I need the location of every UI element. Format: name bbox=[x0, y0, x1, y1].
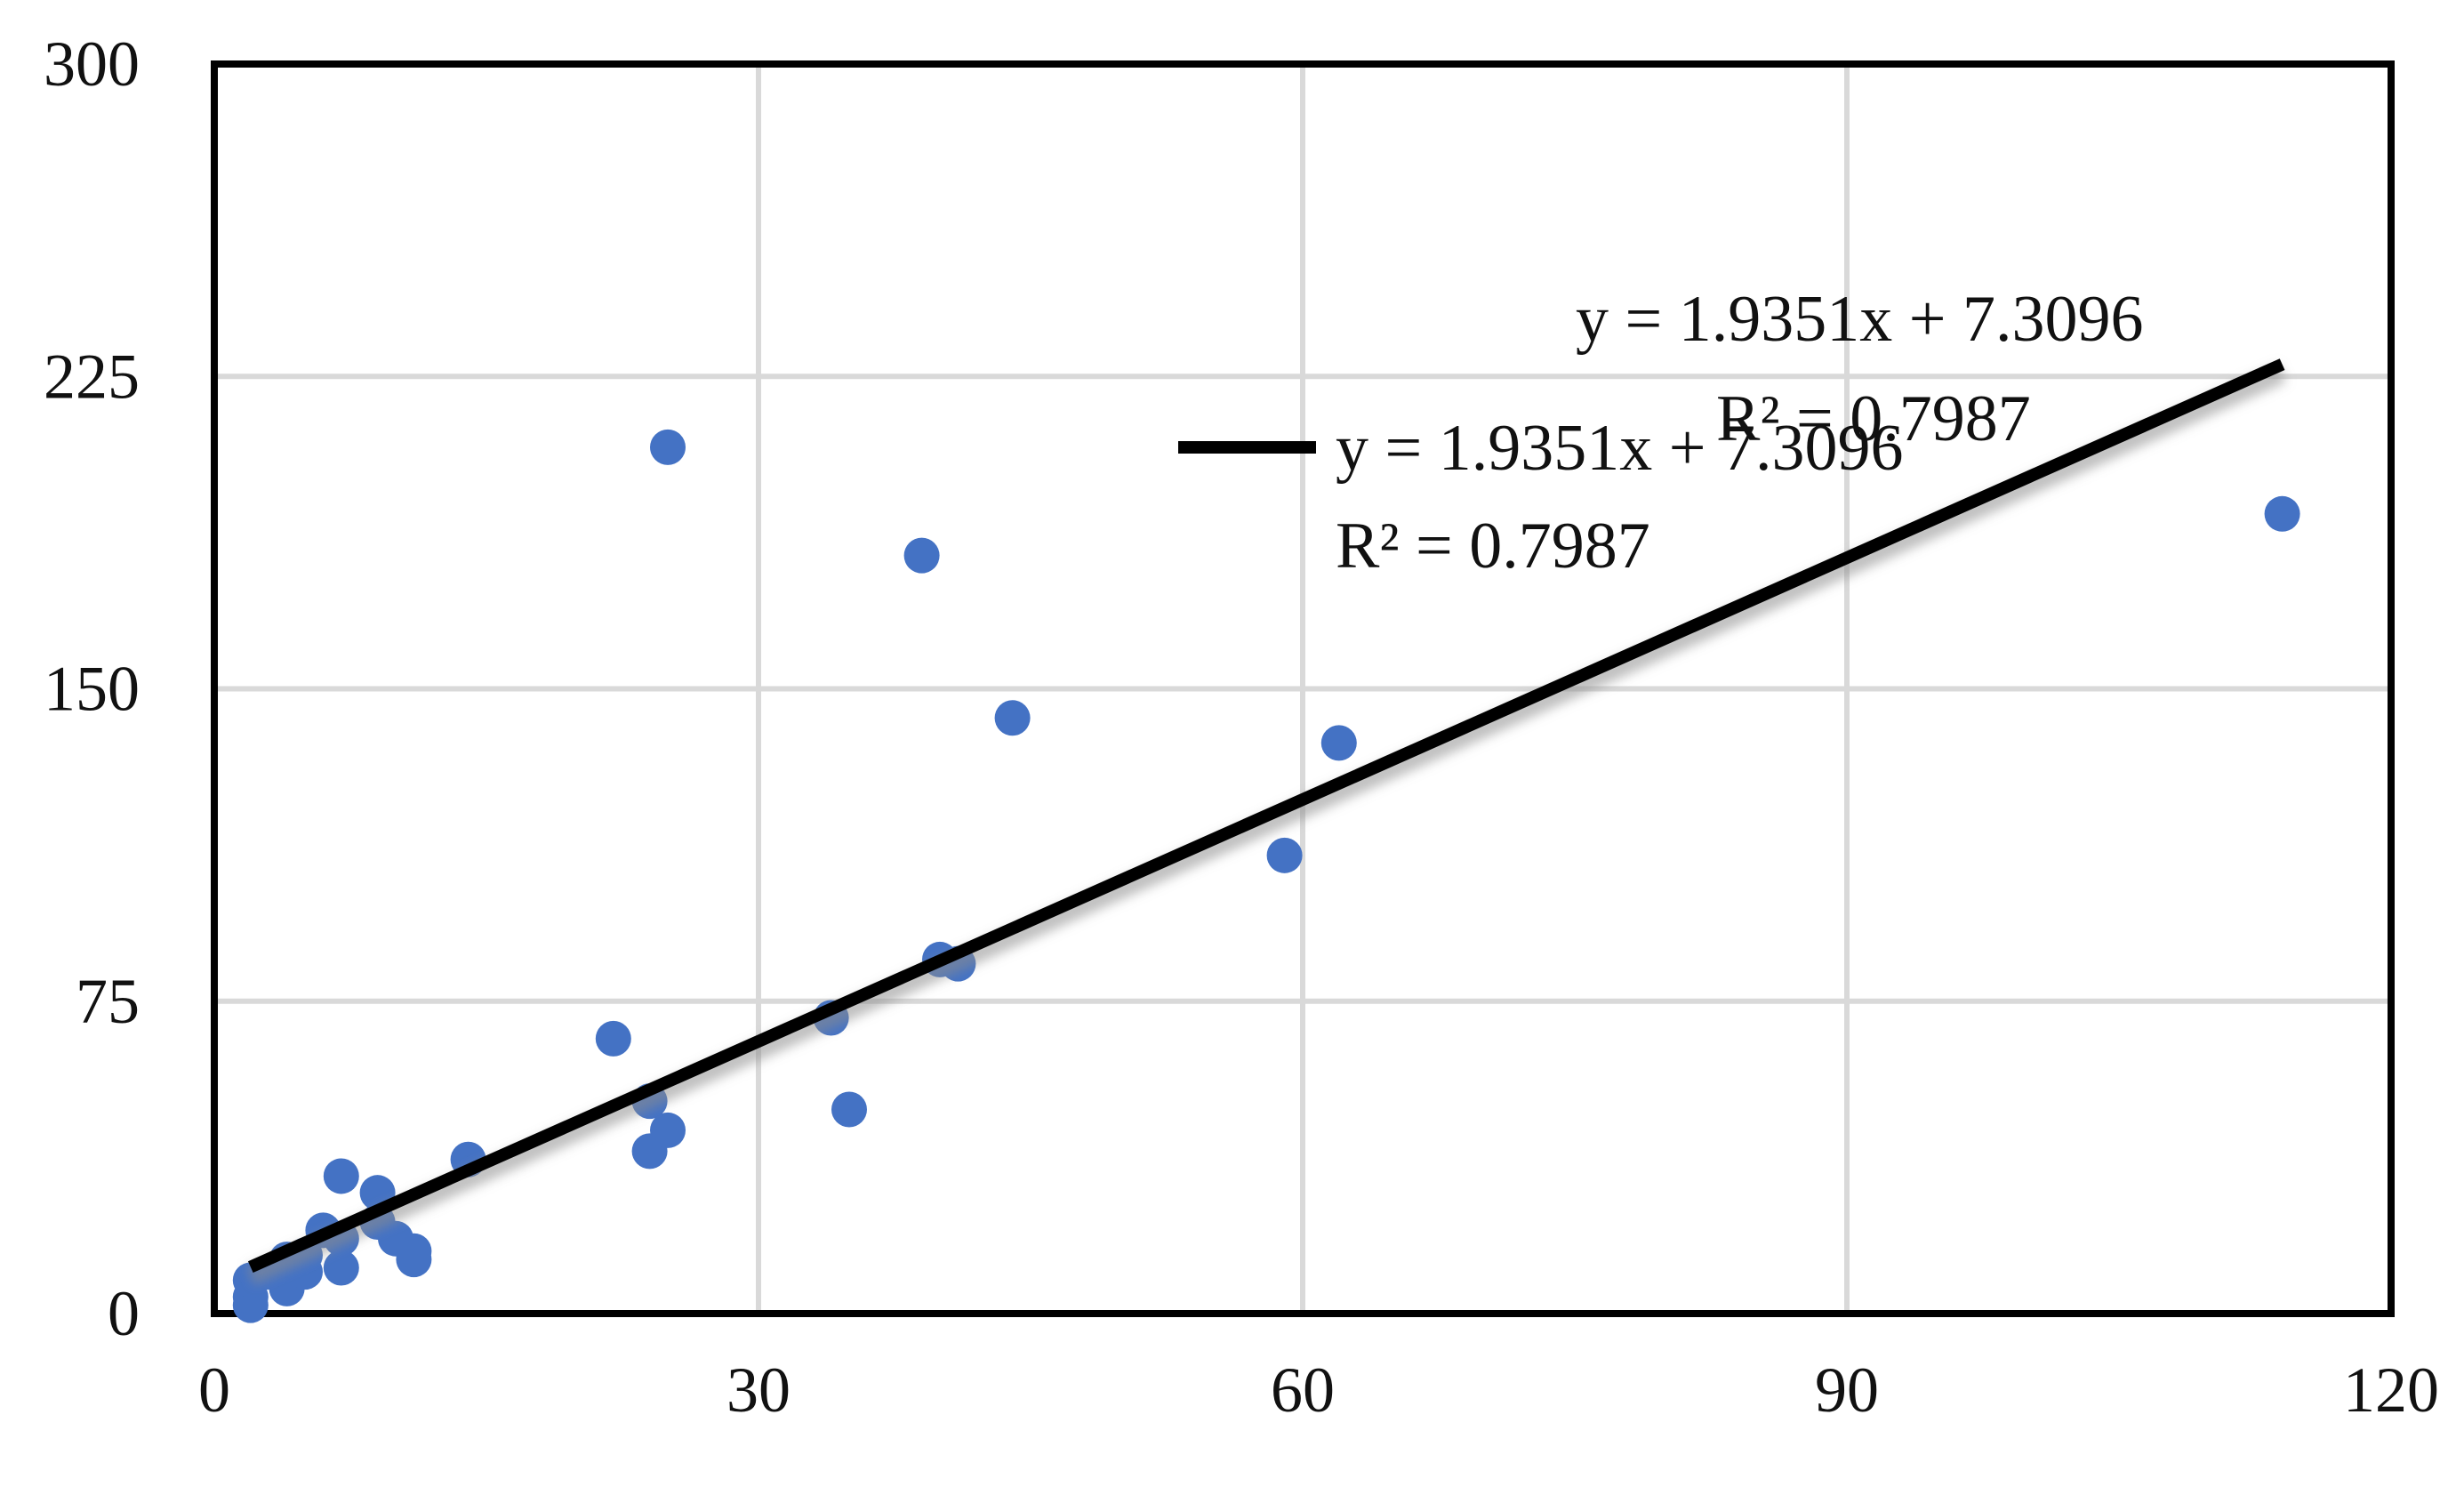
data-point bbox=[323, 1250, 359, 1286]
legend: y = 1.9351x + 7.3096 R² = 0.7987 bbox=[1178, 412, 1903, 583]
y-tick-label: 75 bbox=[76, 966, 140, 1037]
legend-r-squared: R² = 0.7987 bbox=[1336, 510, 1650, 583]
x-tick-label: 90 bbox=[1815, 1354, 1879, 1426]
data-point bbox=[903, 537, 940, 574]
data-points bbox=[232, 429, 2300, 1323]
data-point bbox=[1266, 837, 1303, 873]
y-tick-label: 0 bbox=[108, 1278, 140, 1349]
trendline-group bbox=[246, 358, 2287, 1285]
data-point bbox=[595, 1020, 631, 1057]
data-point bbox=[650, 429, 686, 465]
legend-equation: y = 1.9351x + 7.3096 bbox=[1336, 412, 1903, 485]
data-point bbox=[994, 700, 1031, 736]
trendline-equation-label: y = 1.9351x + 7.3096 bbox=[1576, 283, 2143, 356]
data-point bbox=[831, 1091, 867, 1128]
y-tick-label: 300 bbox=[44, 28, 140, 100]
trendline bbox=[247, 358, 2285, 1274]
data-point bbox=[650, 1112, 686, 1148]
trendline-r-squared-label: R² = 0.7987 bbox=[1716, 382, 2031, 455]
plot-area-border bbox=[211, 60, 2395, 1317]
x-tick-label: 30 bbox=[726, 1354, 791, 1426]
x-tick-label: 60 bbox=[1271, 1354, 1335, 1426]
data-point bbox=[2264, 495, 2300, 532]
axis-tick-labels: 0 30 60 90 120 0 75 150 225 300 bbox=[44, 28, 2439, 1426]
gridlines bbox=[214, 64, 2391, 1314]
y-tick-label: 225 bbox=[44, 341, 140, 412]
data-point bbox=[396, 1233, 432, 1269]
trendline-shadow bbox=[246, 364, 2287, 1285]
x-tick-label: 0 bbox=[198, 1354, 230, 1426]
x-tick-label: 120 bbox=[2343, 1354, 2439, 1426]
y-tick-label: 150 bbox=[44, 654, 140, 725]
data-point bbox=[1320, 725, 1357, 761]
trendline-label: y = 1.9351x + 7.3096 R² = 0.7987 bbox=[1576, 283, 2143, 455]
data-point bbox=[323, 1158, 359, 1194]
